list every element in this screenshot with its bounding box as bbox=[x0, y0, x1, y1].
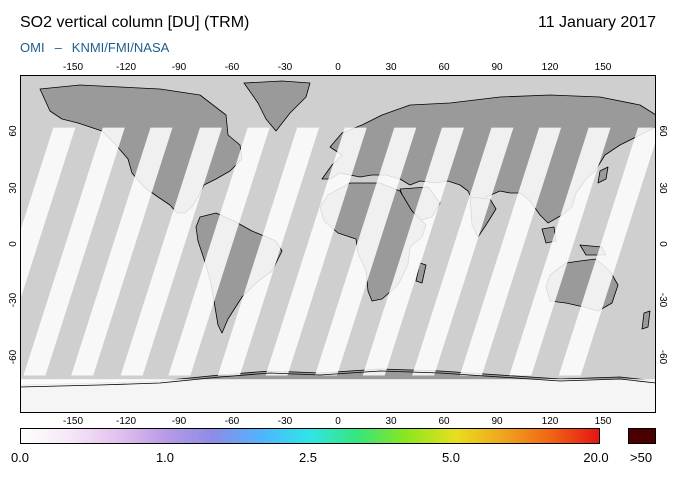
top-lon-label: 60 bbox=[438, 62, 450, 73]
swath-band bbox=[23, 127, 125, 376]
swath-band bbox=[71, 127, 173, 376]
colorbar-tick-label: 5.0 bbox=[441, 450, 461, 465]
top-lon-label: 90 bbox=[491, 62, 503, 73]
bottom-lon-label: -60 bbox=[224, 416, 240, 427]
swath-band bbox=[20, 127, 76, 301]
bottom-lon-label: -150 bbox=[62, 416, 83, 427]
left-lat-label: 0 bbox=[8, 241, 19, 247]
right-lat-label: -30 bbox=[657, 293, 668, 308]
top-lon-label: -120 bbox=[115, 62, 136, 73]
right-lat-label: -60 bbox=[657, 349, 668, 364]
world-map bbox=[20, 75, 656, 413]
bottom-lon-label: 60 bbox=[438, 416, 450, 427]
credit-separator: – bbox=[54, 40, 62, 55]
swath-band bbox=[265, 127, 367, 376]
instrument-label: OMI bbox=[20, 40, 45, 55]
colorbar bbox=[20, 428, 600, 444]
date-label: 11 January 2017 bbox=[537, 14, 656, 31]
colorbar-tick-label: 1.0 bbox=[155, 450, 175, 465]
swath-band bbox=[314, 127, 417, 376]
bottom-lon-label: 90 bbox=[491, 416, 503, 427]
colorbar-tick-label: 20.0 bbox=[583, 450, 609, 465]
top-lon-label: -150 bbox=[62, 62, 83, 73]
map-frame bbox=[20, 75, 656, 413]
overflow-label: >50 bbox=[630, 450, 653, 465]
right-lat-label: 0 bbox=[657, 241, 668, 247]
colorbar-tick-label: 0.0 bbox=[10, 450, 30, 465]
swath-band bbox=[120, 127, 222, 376]
bottom-lon-label: -30 bbox=[277, 416, 293, 427]
colorbar-tick-label: 2.5 bbox=[298, 450, 318, 465]
top-lon-label: 30 bbox=[385, 62, 397, 73]
colorbar-gradient bbox=[20, 428, 600, 444]
swath-band bbox=[168, 127, 270, 376]
top-lon-label: -90 bbox=[171, 62, 187, 73]
left-lat-label: 60 bbox=[8, 125, 19, 137]
bottom-lon-label: 30 bbox=[385, 416, 397, 427]
overflow-swatch bbox=[628, 428, 656, 444]
swath-band bbox=[558, 127, 656, 376]
bottom-lon-label: -120 bbox=[115, 416, 136, 427]
credit-line: OMI – KNMI/FMI/NASA bbox=[20, 40, 169, 55]
bottom-lon-label: 120 bbox=[541, 416, 559, 427]
left-lat-label: 30 bbox=[8, 182, 19, 194]
top-lon-label: -60 bbox=[224, 62, 240, 73]
south-polar-coverage bbox=[20, 379, 656, 413]
left-lat-label: -60 bbox=[8, 349, 19, 364]
swath-band bbox=[362, 127, 464, 376]
bottom-lon-label: 150 bbox=[594, 416, 612, 427]
right-lat-label: 60 bbox=[657, 125, 668, 137]
top-lon-label: 120 bbox=[541, 62, 559, 73]
swath-band bbox=[459, 127, 562, 376]
agency-label: KNMI/FMI/NASA bbox=[71, 40, 170, 55]
left-lat-label: -30 bbox=[8, 293, 19, 308]
greenland bbox=[243, 80, 311, 132]
new-zealand bbox=[641, 310, 651, 330]
top-lon-label: -30 bbox=[277, 62, 293, 73]
antarctica-coastline bbox=[20, 370, 656, 388]
swath-band bbox=[412, 127, 514, 376]
madagascar bbox=[415, 262, 427, 284]
right-lat-label: 30 bbox=[657, 182, 668, 194]
top-lon-label: 150 bbox=[594, 62, 612, 73]
bottom-lon-label: 0 bbox=[335, 416, 341, 427]
map-title: SO2 vertical column [DU] (TRM) bbox=[20, 14, 250, 31]
japan bbox=[597, 166, 609, 184]
swath-band bbox=[509, 127, 611, 376]
swath-band bbox=[217, 127, 320, 376]
satellite-swaths bbox=[20, 127, 656, 413]
top-lon-label: 0 bbox=[335, 62, 341, 73]
bottom-lon-label: -90 bbox=[171, 416, 187, 427]
